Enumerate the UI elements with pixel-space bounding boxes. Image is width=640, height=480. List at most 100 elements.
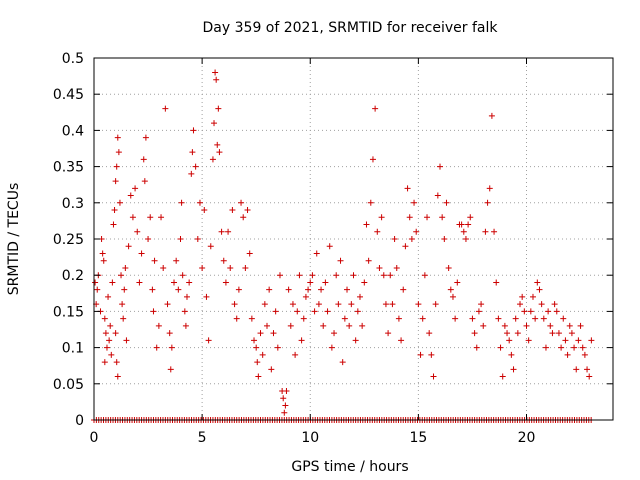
data-point [164, 301, 171, 308]
data-point [101, 359, 108, 366]
data-point [521, 308, 528, 315]
data-point [160, 264, 167, 271]
data-point [167, 366, 174, 373]
data-point [313, 250, 320, 257]
data-point [201, 207, 208, 214]
data-point [452, 315, 459, 322]
data-point [240, 214, 247, 221]
data-point [411, 199, 418, 206]
data-point [581, 351, 588, 358]
data-point [150, 308, 157, 315]
data-point [186, 279, 193, 286]
data-point [538, 301, 545, 308]
data-point [564, 351, 571, 358]
data-point [318, 286, 325, 293]
data-point [408, 236, 415, 242]
data-point [508, 351, 515, 358]
data-point [173, 257, 180, 264]
data-point [196, 199, 203, 206]
data-point [579, 344, 586, 351]
data-point [296, 272, 303, 279]
data-point [586, 373, 593, 380]
x-tick-label: 15 [409, 430, 427, 446]
data-point [534, 279, 541, 286]
data-point [462, 236, 469, 242]
data-point [220, 257, 227, 264]
data-point [514, 330, 521, 337]
data-point [460, 228, 467, 235]
data-points [91, 69, 595, 423]
data-point [257, 330, 264, 337]
data-point [272, 308, 279, 315]
data-point [588, 337, 595, 344]
data-point [449, 293, 456, 300]
x-tick-label: 20 [518, 430, 536, 446]
data-point [261, 301, 268, 308]
data-point [573, 366, 580, 373]
data-point [354, 308, 361, 315]
data-point [473, 344, 480, 351]
y-tick-label: 0.15 [53, 304, 84, 320]
data-point [181, 308, 188, 315]
data-point [136, 279, 143, 286]
data-point [542, 344, 549, 351]
data-point [417, 351, 424, 358]
data-point [434, 192, 441, 199]
data-point [529, 293, 536, 300]
data-point [495, 315, 502, 322]
data-point [421, 272, 428, 279]
data-point [222, 279, 229, 286]
data-point [439, 214, 446, 221]
data-point [376, 264, 383, 271]
data-point [497, 344, 504, 351]
data-point [199, 264, 206, 271]
data-point [151, 257, 158, 264]
y-tick-label: 0.1 [62, 341, 84, 357]
data-point [510, 366, 517, 373]
data-point [106, 337, 113, 344]
data-point [298, 337, 305, 344]
data-point [471, 330, 478, 337]
data-point [189, 149, 196, 156]
data-point [94, 286, 101, 293]
data-point [363, 221, 370, 228]
data-point [114, 373, 121, 380]
axis-ticks: 0 0.05 0.1 0.15 0.2 0.25 0.3 0.35 0.4 0.45 0.5 0 5 10… [53, 51, 613, 446]
data-point [205, 337, 212, 344]
data-point [158, 214, 165, 221]
data-point [480, 322, 487, 329]
data-point [113, 163, 120, 170]
data-point [441, 236, 448, 242]
data-point [335, 301, 342, 308]
data-point [499, 373, 506, 380]
data-point [141, 178, 148, 185]
data-point [374, 228, 381, 235]
data-point [182, 322, 189, 329]
data-point [276, 272, 283, 279]
data-point [322, 279, 329, 286]
y-tick-label: 0.2 [62, 268, 84, 284]
data-point [430, 373, 437, 380]
x-axis-label: GPS time / hours [291, 459, 408, 475]
data-point [118, 272, 125, 279]
data-point [203, 293, 210, 300]
data-point [294, 308, 301, 315]
data-point [365, 257, 372, 264]
data-point [302, 293, 309, 300]
data-point [147, 214, 154, 221]
y-tick-label: 0.05 [53, 377, 84, 393]
data-point [129, 214, 136, 221]
data-point [367, 199, 374, 206]
data-point [101, 315, 108, 322]
data-point [344, 286, 351, 293]
data-point [120, 315, 127, 322]
data-point [465, 221, 472, 228]
data-point [99, 250, 106, 257]
data-point [92, 279, 99, 286]
data-point [326, 243, 333, 250]
data-point [268, 366, 275, 373]
data-point [110, 221, 117, 228]
data-point [547, 322, 554, 329]
data-point [356, 293, 363, 300]
